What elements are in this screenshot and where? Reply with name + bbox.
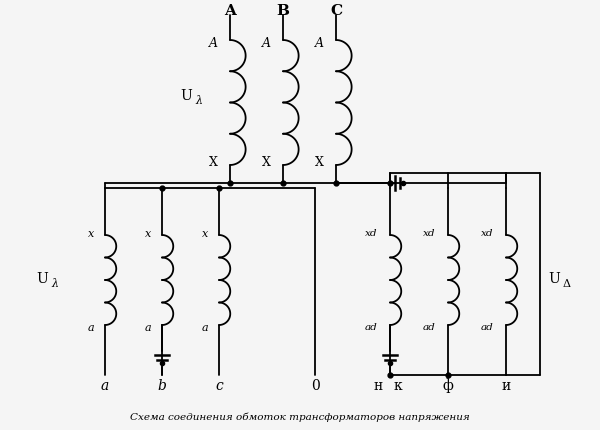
Text: λ: λ — [51, 278, 58, 289]
Text: U: U — [36, 271, 48, 286]
Text: X: X — [315, 156, 324, 169]
Text: к: к — [394, 378, 403, 392]
Text: A: A — [315, 37, 324, 49]
Text: xd: xd — [422, 229, 435, 238]
Text: X: X — [262, 156, 271, 169]
Text: xd: xd — [365, 229, 377, 238]
Text: X: X — [209, 156, 218, 169]
Text: a: a — [145, 322, 151, 332]
Text: B: B — [277, 4, 290, 18]
Text: Схема соединения обмоток трансформаторов напряжения: Схема соединения обмоток трансформаторов… — [130, 411, 470, 421]
Text: a: a — [101, 378, 109, 392]
Text: c: c — [215, 378, 223, 392]
Text: A: A — [262, 37, 271, 49]
Text: ad: ad — [422, 323, 435, 332]
Text: a: a — [88, 322, 94, 332]
Text: a: a — [202, 322, 208, 332]
Text: A: A — [209, 37, 218, 49]
Text: U: U — [548, 271, 560, 286]
Text: x: x — [145, 228, 151, 239]
Text: ad: ad — [480, 323, 493, 332]
Text: C: C — [330, 4, 342, 18]
Text: x: x — [202, 228, 208, 239]
Text: ad: ad — [364, 323, 377, 332]
Text: xd: xd — [481, 229, 493, 238]
Text: b: b — [158, 378, 166, 392]
Text: н: н — [373, 378, 383, 392]
Text: A: A — [224, 4, 236, 18]
Text: Δ: Δ — [563, 278, 571, 289]
Text: x: x — [88, 228, 94, 239]
Text: U: U — [180, 89, 192, 103]
Text: λ: λ — [195, 96, 202, 106]
Text: ф: ф — [443, 378, 454, 393]
Text: 0: 0 — [311, 378, 319, 392]
Text: и: и — [502, 378, 511, 392]
